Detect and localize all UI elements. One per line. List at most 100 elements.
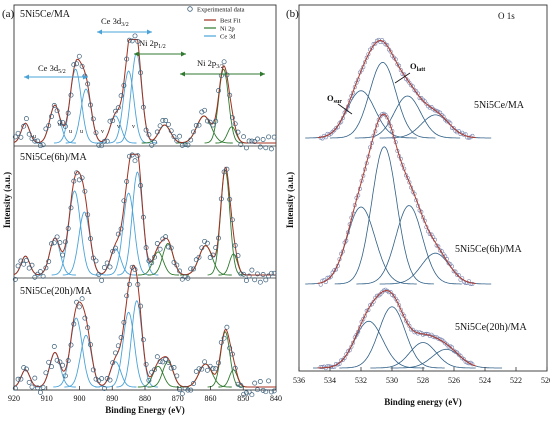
peak-mark-v-3: v <box>132 124 135 130</box>
a-s2-point-64 <box>188 266 194 272</box>
panel-b-spectra <box>305 37 503 371</box>
b-s2-component-3 <box>356 205 462 285</box>
a-s3-point-5 <box>23 366 29 372</box>
a-s3-point-27 <box>85 325 91 331</box>
a-s2-point-45 <box>135 153 141 159</box>
a-s3-point-72 <box>210 365 216 371</box>
a-s1-point-36 <box>110 118 116 124</box>
a-s1-point-1 <box>12 134 18 140</box>
legend-ni2p-label: Ni 2p <box>220 26 235 33</box>
a-s3-point-84 <box>243 390 249 396</box>
a-s3-point-9 <box>35 385 41 391</box>
a-s3-point-6 <box>26 379 32 385</box>
a-s3-point-18 <box>60 362 66 368</box>
b-s3-point-34 <box>374 293 379 298</box>
a-s1-point-10 <box>37 143 43 149</box>
a-s1-point-49 <box>146 132 152 138</box>
a-s1-point-11 <box>40 142 46 148</box>
a-s3-point-57 <box>168 365 174 371</box>
panel-b-sample-label-2: 5Ni5Ce(6h)/MA <box>455 244 522 255</box>
a-s1-point-63 <box>185 142 191 148</box>
a-s1-point-53 <box>157 123 163 129</box>
b-s1-point-50 <box>402 72 407 77</box>
b-s3-best-fit <box>317 289 476 369</box>
a-s1-point-42 <box>126 37 132 43</box>
a-s2-component-6 <box>106 192 151 276</box>
a-s3-point-25 <box>79 296 85 302</box>
a-s2-point-5 <box>23 257 29 263</box>
a-s2-point-18 <box>60 252 66 258</box>
a-s1-point-47 <box>140 104 146 110</box>
a-s1-point-90 <box>260 137 266 142</box>
a-s2-point-37 <box>113 245 118 251</box>
a-s3-point-91 <box>263 389 269 395</box>
a-s2-point-53 <box>157 246 163 252</box>
a-s2-point-92 <box>266 273 272 279</box>
a-s2-point-11 <box>40 273 46 279</box>
a-s2-point-61 <box>179 276 185 282</box>
a-s3-point-48 <box>143 361 149 367</box>
a-s1-point-81 <box>235 129 241 135</box>
a-s2-point-71 <box>207 255 213 260</box>
a-s3-component-6 <box>106 311 151 388</box>
anno-ce3d-32-arrowhead-l <box>97 29 102 35</box>
b-s1-point-68 <box>432 108 437 113</box>
a-xtick-label-8: 850 <box>237 394 249 403</box>
a-s1-point-58 <box>171 134 177 140</box>
b-s2-component-1 <box>305 206 417 285</box>
a-s1-point-22 <box>71 62 77 68</box>
a-s3-point-11 <box>40 384 46 390</box>
a-s1-point-7 <box>29 136 35 142</box>
b-s3-point-42 <box>388 290 393 295</box>
b-s1-point-22 <box>354 80 359 85</box>
a-s2-point-68 <box>199 245 205 251</box>
a-s2-point-83 <box>241 271 247 277</box>
a-s2-point-78 <box>227 196 233 202</box>
a-s2-point-86 <box>249 267 255 273</box>
b-s3-point-88 <box>466 361 471 366</box>
b-s2-point-61 <box>420 215 425 220</box>
a-s1-point-65 <box>191 129 196 135</box>
a-xtick-label-4: 890 <box>106 394 118 403</box>
b-s1-point-42 <box>388 49 393 54</box>
a-s1-point-73 <box>213 118 219 124</box>
a-s1-point-28 <box>88 102 93 108</box>
b-s1-component-3 <box>354 95 461 139</box>
a-xtick-label-1: 920 <box>8 394 20 403</box>
legend-bestfit-label: Best Fit <box>220 18 241 25</box>
b-xtick-label-1: 536 <box>293 376 305 385</box>
a-s3-point-42 <box>126 281 132 287</box>
a-s3-point-24 <box>76 304 82 310</box>
a-s1-point-4 <box>21 123 27 129</box>
a-s3-point-44 <box>132 267 138 273</box>
a-s1-point-21 <box>68 92 74 98</box>
a-s3-point-81 <box>235 381 241 387</box>
a-s2-point-16 <box>54 234 60 240</box>
a-s3-point-52 <box>154 354 160 360</box>
a-s3-point-74 <box>216 360 221 366</box>
a-s3-point-13 <box>46 359 52 365</box>
a-s3-point-45 <box>135 282 141 287</box>
panel-a-legend: Experimental data Best Fit Ni 2p Ce 3d <box>187 6 245 41</box>
a-s1-point-15 <box>51 103 57 108</box>
a-s3-point-93 <box>268 389 274 395</box>
b-s3-point-15 <box>342 355 347 360</box>
a-s2-point-58 <box>171 259 177 265</box>
a-s2-point-12 <box>43 265 49 271</box>
a-s1-point-94 <box>271 134 277 140</box>
b-s2-point-88 <box>466 279 471 284</box>
a-s3-point-8 <box>32 375 38 381</box>
a-s1-point-86 <box>249 138 255 144</box>
a-s2-point-51 <box>152 254 157 260</box>
b-xtick-label-9: 520 <box>541 376 550 385</box>
panel-a-x-ticks: 920 910 900 890 880 870 860 850 840 <box>8 386 282 403</box>
a-s3-point-51 <box>152 367 157 373</box>
a-s1-point-50 <box>149 142 155 148</box>
b-s1-point-19 <box>349 94 354 99</box>
a-s3-point-69 <box>202 359 208 365</box>
b-s3-point-48 <box>398 307 403 312</box>
a-s1-point-77 <box>224 72 230 78</box>
a-s2-point-77 <box>224 166 230 172</box>
a-s1-point-89 <box>257 144 263 150</box>
a-s2-point-93 <box>268 270 274 276</box>
